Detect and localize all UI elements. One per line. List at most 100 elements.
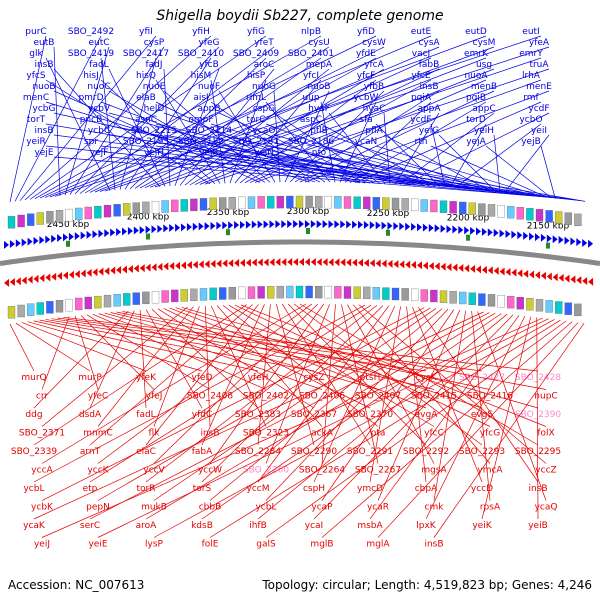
reverse-strand-arrow — [245, 258, 251, 267]
reverse-gene-leader — [39, 319, 315, 372]
forward-gene-label: yejE — [34, 148, 53, 158]
forward-gene-label: torD — [466, 115, 486, 125]
reverse-strand-arrow — [275, 258, 281, 267]
forward-gene-label: emrK — [464, 49, 489, 59]
reverse-gene-leader — [257, 304, 271, 446]
forward-gene-label: hyaC — [363, 104, 386, 114]
forward-gene-label: SBO_2410 — [178, 49, 224, 59]
forward-strand-arrow — [381, 221, 387, 230]
forward-gene-leader — [328, 156, 586, 202]
feature-block — [411, 288, 419, 302]
reverse-strand-arrow — [576, 276, 582, 285]
feature-block — [286, 285, 294, 299]
reverse-gene-leader — [201, 304, 265, 446]
reverse-gene-label: etp — [83, 484, 98, 494]
reverse-gene-label: SBO_2406 — [299, 392, 345, 402]
feature-block — [84, 206, 92, 220]
feature-block — [75, 207, 83, 221]
reverse-strand-arrow — [511, 268, 517, 277]
forward-gene-label: yejA — [466, 137, 486, 147]
forward-gene-label: appC — [472, 104, 495, 114]
forward-gene-label: cysA — [418, 38, 440, 48]
forward-strand-arrow — [21, 238, 27, 247]
reverse-gene-label: evgS — [471, 410, 494, 420]
feature-block — [315, 195, 323, 209]
reverse-strand-arrow — [127, 265, 133, 274]
forward-gene-leader — [129, 57, 267, 190]
forward-gene-label: cysP — [144, 38, 165, 48]
reverse-gene-leader — [33, 311, 484, 520]
forward-gene-label: eutI — [522, 27, 539, 37]
forward-gene-label: SBO_2419 — [68, 49, 114, 59]
forward-gene-label: cysU — [308, 38, 330, 48]
forward-strand-arrow — [405, 222, 411, 231]
feature-block — [7, 306, 16, 319]
forward-gene-leader — [53, 156, 561, 199]
reverse-gene-label: kdsB — [191, 521, 213, 531]
reverse-strand-arrow — [476, 265, 481, 274]
feature-block — [142, 291, 150, 305]
forward-gene-label: yejR — [199, 148, 219, 158]
reverse-gene-leader — [412, 306, 483, 483]
reverse-gene-label: yfeD — [192, 373, 213, 383]
feature-block — [75, 297, 83, 311]
reverse-strand-arrow — [434, 262, 440, 271]
feature-block — [516, 207, 524, 220]
forward-strand-arrow — [39, 236, 45, 245]
reverse-gene-label: SBO_2428 — [515, 373, 561, 383]
forward-gene-label: yfcA — [364, 60, 384, 70]
reverse-strand-arrow — [523, 269, 529, 278]
forward-gene-label: hisQ — [136, 71, 156, 81]
reverse-strand-arrow — [263, 258, 269, 267]
forward-strand-arrow — [157, 224, 163, 233]
forward-strand-arrow — [45, 235, 51, 244]
reverse-strand-arrow — [293, 258, 299, 267]
forward-strand-arrow — [275, 220, 281, 229]
reverse-strand-arrow — [564, 274, 570, 283]
feature-block — [401, 288, 409, 301]
reverse-gene-leader — [216, 305, 323, 427]
reverse-gene-leader — [347, 304, 435, 464]
reverse-gene-leader — [97, 318, 549, 538]
feature-block — [574, 213, 582, 227]
reverse-gene-label: aroA — [136, 521, 158, 531]
feature-block — [411, 198, 419, 212]
feature-block — [142, 201, 150, 215]
reverse-strand-arrow — [299, 258, 304, 267]
reverse-strand-arrow — [440, 262, 446, 271]
forward-gene-label: ompF — [188, 115, 213, 125]
forward-gene-label: pflA — [365, 126, 383, 136]
reverse-strand-arrow — [228, 259, 234, 268]
reverse-gene-leader — [377, 322, 579, 538]
reverse-gene-leader — [209, 319, 561, 538]
reverse-strand-arrow — [470, 264, 476, 273]
forward-gene-leader — [504, 134, 550, 193]
map-title: Shigella boydii Sb227, complete genome — [156, 8, 444, 24]
reverse-gene-label: torS — [193, 484, 212, 494]
reverse-gene-leader — [92, 313, 267, 390]
reverse-strand-arrow — [369, 259, 375, 268]
forward-strand-arrow — [251, 220, 257, 229]
reverse-strand-arrow — [9, 278, 15, 287]
feature-block — [267, 196, 275, 209]
forward-strand-arrow — [293, 220, 299, 229]
forward-gene-label: yejH — [144, 148, 164, 158]
feature-block — [526, 208, 534, 221]
forward-strand-arrow — [564, 236, 570, 245]
reverse-gene-label: flk — [149, 429, 161, 439]
feature-block — [430, 199, 438, 213]
feature-block — [478, 293, 486, 306]
feature-block — [420, 289, 428, 302]
reverse-gene-leader — [299, 303, 539, 446]
forward-strand-arrow — [464, 226, 470, 235]
forward-gene-label: cysM — [473, 38, 496, 48]
reverse-gene-label: yccW — [198, 466, 222, 476]
reverse-strand-arrow — [86, 268, 92, 277]
reverse-strand-arrow — [234, 259, 240, 268]
forward-gene-label: yeiH — [474, 126, 494, 136]
reverse-strand-arrow — [68, 270, 74, 279]
reverse-strand-arrow — [381, 259, 387, 268]
reverse-gene-label: yeiE — [88, 540, 107, 550]
reverse-gene-label: ycaK — [23, 521, 46, 531]
reverse-strand-arrow — [322, 258, 328, 267]
